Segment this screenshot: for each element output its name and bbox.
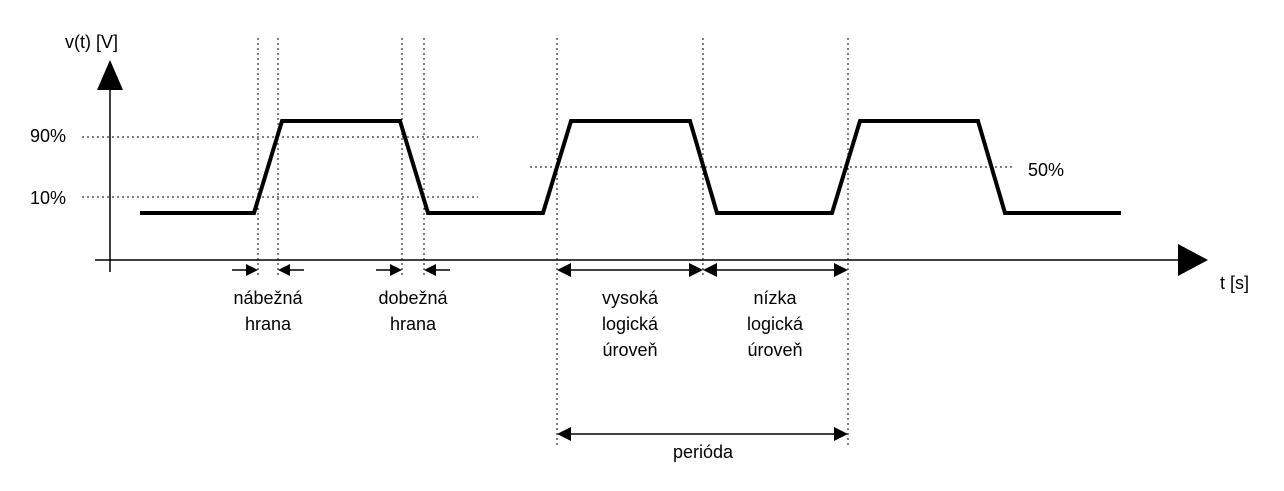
falling-edge-label-line2: hrana: [390, 314, 437, 334]
high-level-label-line3: úroveň: [602, 340, 657, 360]
high-level-arrowhead-right: [689, 263, 703, 277]
level-guides: 90% 10% 50%: [30, 126, 1064, 208]
rising-edge-label-line1: nábežná: [233, 288, 303, 308]
high-level-label: 90%: [30, 126, 66, 146]
mid-level-label: 50%: [1028, 160, 1064, 180]
low-level-arrowhead-right: [834, 263, 848, 277]
rising-edge-dimension: [232, 264, 304, 276]
period-label: perióda: [673, 442, 734, 462]
level-duration-dimensions: [557, 263, 848, 277]
annotation-labels: nábežná hrana dobežná hrana vysoká logic…: [233, 288, 804, 462]
x-axis-label: t [s]: [1220, 273, 1249, 293]
high-level-label-line1: vysoká: [602, 288, 659, 308]
period-arrowhead-right: [834, 427, 848, 441]
falling-edge-dimension: [376, 264, 450, 276]
low-level-label: 10%: [30, 188, 66, 208]
rise-right-arrowhead: [278, 264, 290, 276]
high-level-arrowhead-left: [557, 263, 571, 277]
low-level-label-line2: logická: [747, 314, 804, 334]
low-level-label-line1: nízka: [753, 288, 797, 308]
period-dimension: [557, 427, 848, 441]
low-level-arrowhead-left: [703, 263, 717, 277]
low-level-label-line3: úroveň: [747, 340, 802, 360]
rising-edge-label-line2: hrana: [245, 314, 292, 334]
x-axis-arrowhead: [1178, 244, 1208, 276]
signal-waveform: [140, 119, 1121, 215]
period-arrowhead-left: [557, 427, 571, 441]
axes: v(t) [V] t [s]: [65, 32, 1249, 293]
rise-left-arrowhead: [246, 264, 258, 276]
fall-left-arrowhead: [390, 264, 402, 276]
y-axis-arrowhead: [97, 60, 123, 90]
timing-markers: [257, 38, 849, 446]
fall-right-arrowhead: [424, 264, 436, 276]
y-axis-label: v(t) [V]: [65, 32, 118, 52]
high-level-label-line2: logická: [602, 314, 659, 334]
falling-edge-label-line1: dobežná: [378, 288, 448, 308]
